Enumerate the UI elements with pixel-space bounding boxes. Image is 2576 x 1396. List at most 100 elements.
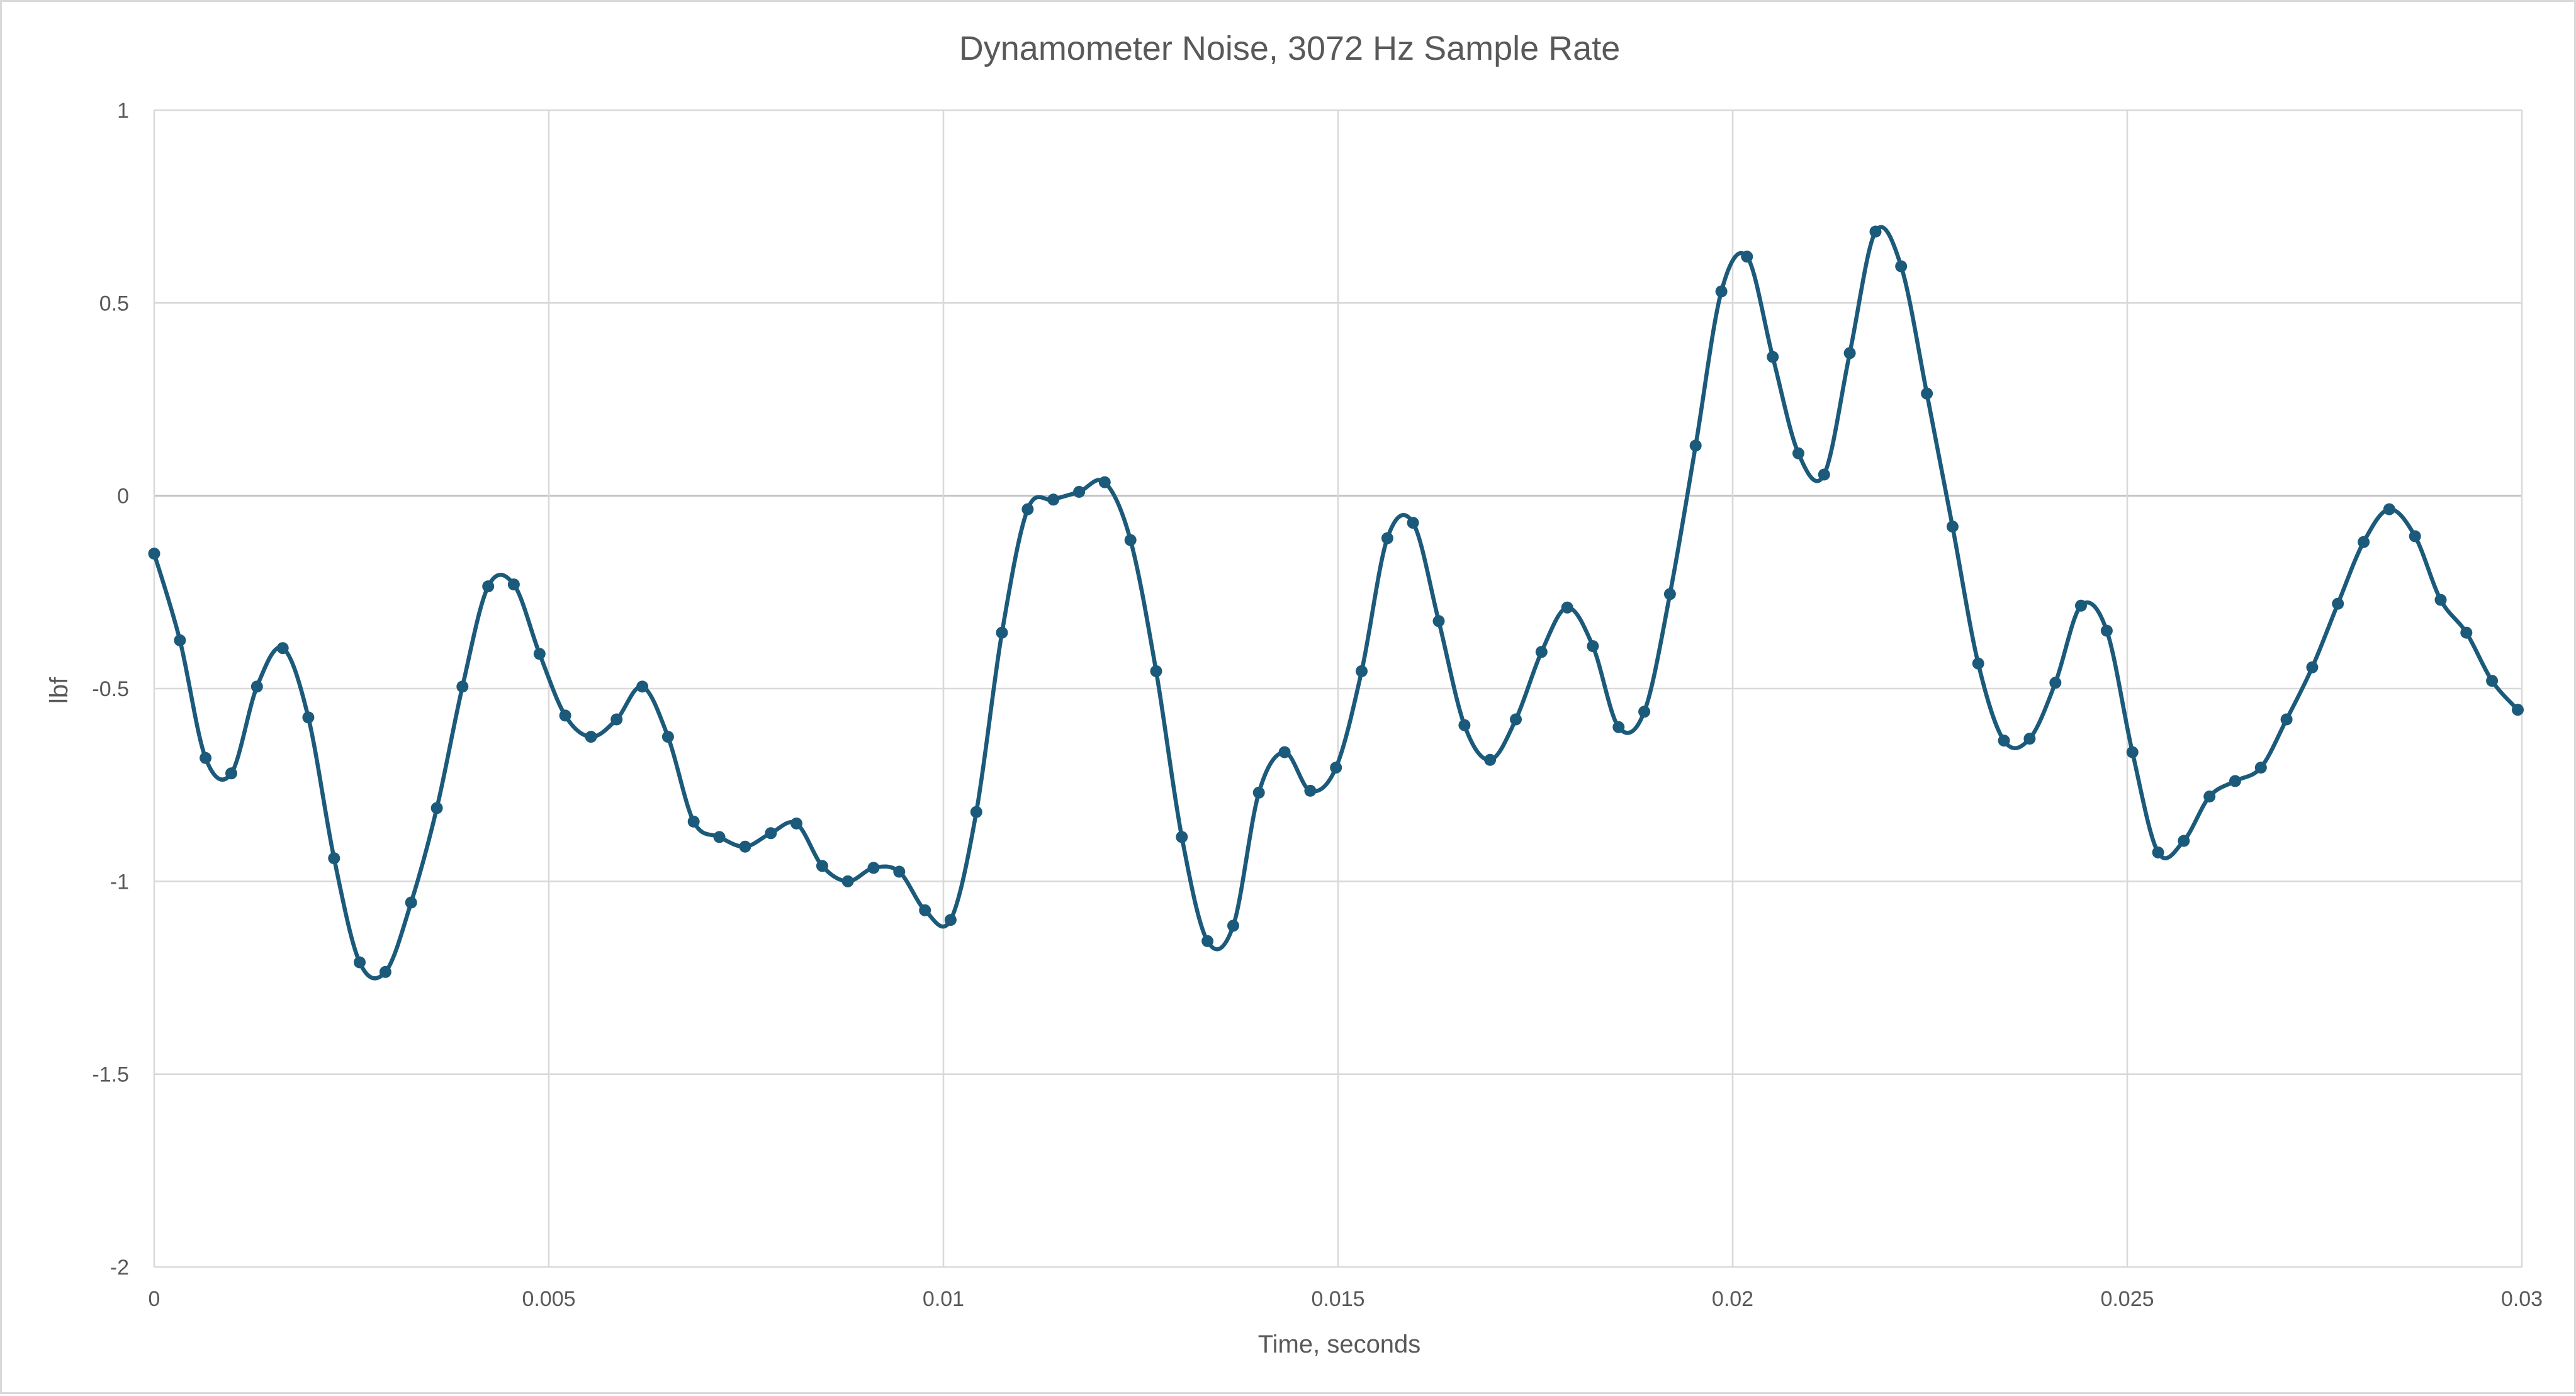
data-point	[148, 548, 160, 560]
data-point	[2100, 624, 2113, 637]
data-point	[379, 965, 391, 978]
data-point	[1689, 439, 1702, 452]
y-tick-label: -1.5	[92, 1063, 129, 1087]
data-point	[1663, 588, 1676, 600]
data-point	[739, 840, 751, 853]
data-point	[790, 817, 802, 830]
data-point	[1356, 665, 1368, 677]
data-point	[405, 896, 417, 909]
x-axis-ticks: 0 0.005 0.01 0.015 0.02 0.025 0.03	[149, 1287, 2543, 1311]
data-point	[1432, 615, 1445, 628]
data-point	[1587, 640, 1599, 653]
y-tick-label: 0	[117, 485, 129, 509]
data-point	[2075, 599, 2087, 612]
data-point	[867, 862, 880, 874]
data-point	[2152, 846, 2164, 858]
data-point	[2383, 503, 2395, 515]
data-point	[944, 914, 957, 926]
data-point	[2434, 594, 2447, 606]
data-point	[1176, 831, 1188, 843]
data-point	[250, 680, 263, 693]
y-axis-title: lbf	[45, 677, 73, 704]
x-axis-title: Time, seconds	[1258, 1331, 1421, 1358]
data-point	[507, 578, 520, 591]
data-point	[482, 580, 495, 593]
data-point	[713, 831, 726, 843]
data-point	[2332, 597, 2344, 610]
data-point	[1484, 753, 1497, 766]
grid	[153, 109, 2523, 1268]
data-point	[2306, 661, 2319, 673]
data-point	[559, 709, 571, 722]
data-point	[1998, 735, 2010, 747]
data-point	[456, 680, 469, 693]
data-point	[2512, 704, 2524, 716]
data-point	[533, 648, 546, 660]
data-point	[2358, 536, 2370, 548]
data-point	[276, 642, 289, 655]
data-point	[2460, 626, 2473, 639]
data-point	[2486, 675, 2499, 687]
data-point	[841, 875, 854, 887]
data-point	[610, 713, 623, 726]
data-point	[893, 865, 906, 878]
data-point	[1792, 447, 1804, 459]
data-point	[174, 634, 186, 646]
data-point	[1715, 285, 1728, 298]
y-tick-label: 1	[117, 99, 129, 123]
data-point	[1252, 786, 1265, 799]
data-point	[1381, 532, 1393, 544]
data-point	[2023, 733, 2036, 745]
data-point	[1843, 347, 1856, 359]
data-point	[1201, 935, 1214, 947]
x-tick-label: 0.03	[2501, 1287, 2543, 1311]
data-point	[816, 860, 828, 872]
data-point	[1510, 713, 1522, 726]
data-point	[1458, 719, 1471, 731]
series-line	[152, 225, 2520, 981]
data-point	[661, 731, 674, 743]
data-point	[585, 731, 597, 743]
data-point	[1818, 468, 1830, 481]
data-point	[919, 904, 931, 916]
data-point	[1946, 521, 1959, 533]
data-point	[1741, 250, 1753, 263]
data-point	[2229, 775, 2241, 787]
data-point	[1124, 534, 1137, 546]
data-point	[354, 956, 366, 969]
data-point	[1972, 657, 1984, 670]
data-point	[1612, 721, 1625, 733]
chart-title: Dynamometer Noise, 3072 Hz Sample Rate	[959, 30, 1620, 67]
data-point	[302, 711, 315, 724]
data-point	[1638, 706, 1651, 718]
data-point	[970, 806, 982, 818]
data-point	[1021, 503, 1034, 515]
data-point	[1278, 746, 1291, 758]
x-tick-label: 0	[149, 1287, 160, 1311]
data-point	[200, 751, 212, 764]
data-point	[1869, 225, 1882, 238]
data-point	[1921, 387, 1933, 400]
series-layer	[148, 225, 2524, 981]
x-tick-label: 0.025	[2100, 1287, 2154, 1311]
data-point	[2126, 746, 2139, 758]
data-point	[2178, 835, 2190, 847]
data-point	[1150, 665, 1162, 677]
data-point	[1330, 762, 1342, 774]
data-point	[1561, 601, 1573, 614]
data-point	[1047, 493, 1060, 506]
data-point	[636, 680, 649, 693]
data-point	[1535, 646, 1548, 658]
data-point	[1073, 486, 1086, 498]
y-tick-label: -2	[110, 1256, 129, 1280]
x-tick-label: 0.01	[923, 1287, 964, 1311]
data-point	[1407, 517, 1419, 529]
data-point	[225, 767, 237, 780]
data-point	[996, 626, 1008, 639]
x-tick-label: 0.015	[1311, 1287, 1364, 1311]
data-point	[1895, 260, 1908, 273]
data-point	[1098, 476, 1111, 488]
x-tick-label: 0.02	[1712, 1287, 1753, 1311]
data-point	[1767, 351, 1779, 363]
